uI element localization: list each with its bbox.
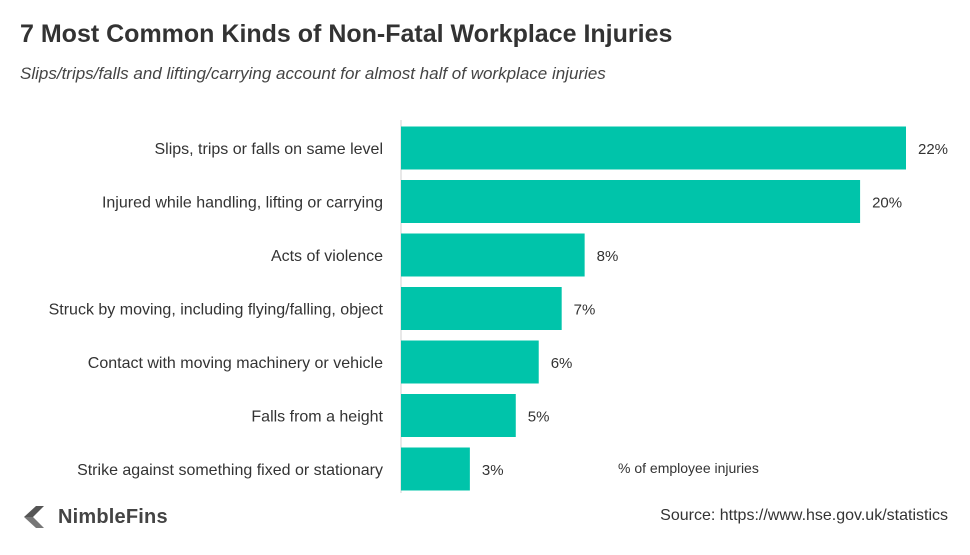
bar [401,287,562,330]
data-label: 6% [551,355,573,372]
bar [401,126,906,170]
data-label: 20% [872,195,902,212]
data-label: 5% [528,409,550,426]
x-axis-label: % of employee injuries [618,460,759,476]
chart-subtitle: Slips/trips/falls and lifting/carrying a… [20,64,606,83]
category-label: Strike against something fixed or statio… [77,462,383,479]
data-label: 7% [574,302,596,319]
bar [401,447,470,491]
brand-name: NimbleFins [58,505,168,528]
data-label: 8% [597,248,619,265]
chart-title: 7 Most Common Kinds of Non-Fatal Workpla… [20,20,673,48]
category-label: Struck by moving, including flying/falli… [49,302,384,319]
data-label: 22% [918,141,948,158]
category-label: Injured while handling, lifting or carry… [102,195,383,212]
category-label: Acts of violence [271,248,383,265]
source-note: Source: https://www.hse.gov.uk/statistic… [660,507,948,524]
data-label: 3% [482,462,504,479]
bar [401,233,585,277]
nimblefins-logo-icon [24,506,44,528]
category-label: Slips, trips or falls on same level [154,141,383,158]
bar [401,394,516,437]
brand-logo: NimbleFins [22,505,168,529]
bar [401,340,539,384]
bar [401,180,861,223]
category-label: Falls from a height [251,409,383,426]
category-label: Contact with moving machinery or vehicle [88,355,383,372]
